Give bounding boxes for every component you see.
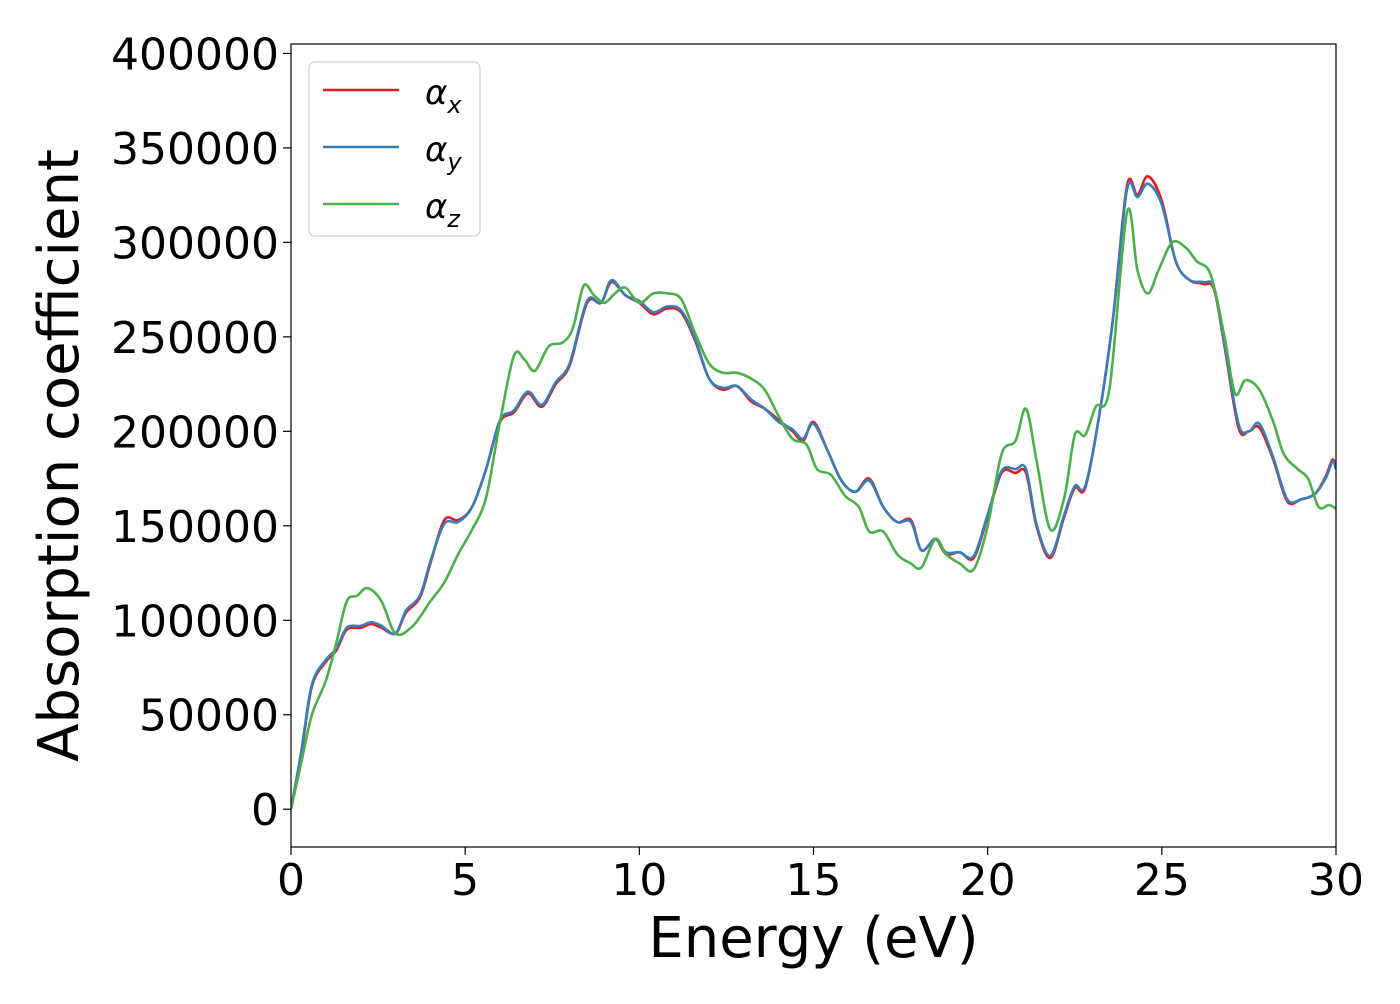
x-tick-label: 25 (1134, 855, 1190, 906)
y-tick-label: 200000 (111, 407, 279, 458)
y-axis-ticks: 0 50000 100000 150000 200000 250000 300000 3500… (111, 29, 291, 836)
y-tick-label: 50000 (139, 691, 279, 742)
series-line-y (291, 180, 1336, 810)
y-tick-label: 150000 (111, 502, 279, 553)
legend: αx αy αz (308, 61, 481, 237)
x-tick-label: 30 (1308, 855, 1364, 906)
y-axis-label: Absorption coefficient (27, 149, 92, 762)
x-tick-label: 20 (960, 855, 1016, 906)
x-axis-ticks: 0 5 10 15 20 25 30 (277, 847, 1364, 906)
legend-label-x: αx (425, 73, 462, 119)
legend-box (308, 61, 481, 237)
series-layer (291, 175, 1336, 810)
x-tick-label: 15 (786, 855, 842, 906)
legend-label-z: αz (425, 187, 461, 233)
series-line-z (291, 207, 1336, 810)
y-tick-label: 400000 (111, 29, 279, 80)
y-tick-label: 100000 (111, 596, 279, 647)
y-tick-label: 350000 (111, 124, 279, 175)
y-tick-label: 0 (251, 785, 279, 836)
x-tick-label: 0 (277, 855, 305, 906)
x-tick-label: 5 (451, 855, 479, 906)
y-tick-label: 250000 (111, 313, 279, 364)
legend-label-y: αy (425, 130, 462, 176)
x-tick-label: 10 (611, 855, 667, 906)
x-axis-label: Energy (eV) (648, 906, 978, 971)
y-tick-label: 300000 (111, 218, 279, 269)
